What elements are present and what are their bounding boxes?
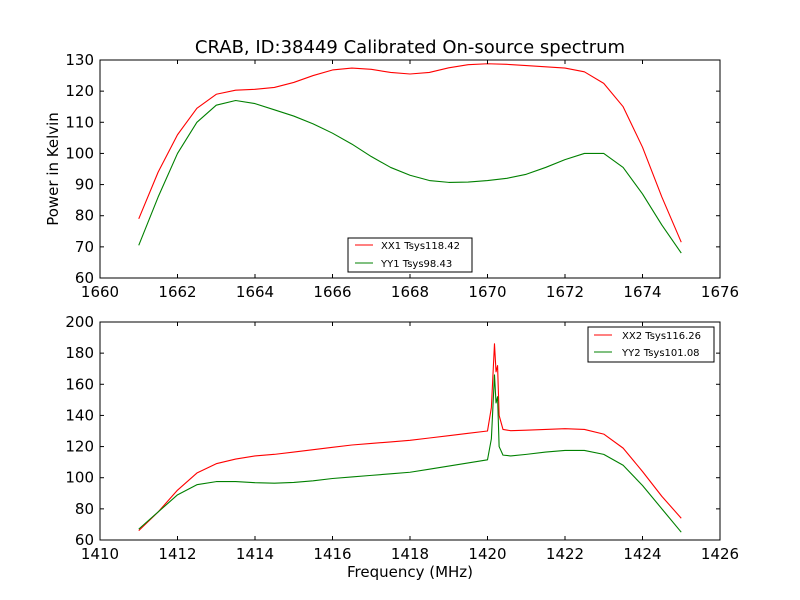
y-tick-label: 180 xyxy=(65,344,94,362)
y-tick-label: 120 xyxy=(65,82,94,100)
series-line-yy2 xyxy=(138,374,682,533)
x-axis-label: Frequency (MHz) xyxy=(347,563,473,581)
x-tick-label: 1420 xyxy=(468,545,506,563)
x-tick-label: 1660 xyxy=(81,283,119,301)
y-tick-label: 60 xyxy=(75,269,94,287)
y-tick-label: 110 xyxy=(65,113,94,131)
y-tick-label: 80 xyxy=(75,500,94,518)
x-tick-label: 1422 xyxy=(546,545,584,563)
bottom-plot-lines xyxy=(138,343,682,533)
legend-entry-xx2: XX2 Tsys116.26 xyxy=(622,331,701,342)
y-tick-label: 80 xyxy=(75,207,94,225)
y-axis-label: Power in Kelvin xyxy=(44,112,62,226)
x-tick-label: 1418 xyxy=(391,545,429,563)
x-tick-label: 1664 xyxy=(236,283,274,301)
x-tick-label: 1672 xyxy=(546,283,584,301)
x-tick-label: 1426 xyxy=(701,545,739,563)
x-tick-label: 1414 xyxy=(236,545,274,563)
y-tick-label: 60 xyxy=(75,531,94,549)
y-tick-label: 200 xyxy=(65,313,94,331)
x-tick-label: 1668 xyxy=(391,283,429,301)
top-plot-legend: XX1 Tsys118.42 YY1 Tsys98.43 xyxy=(347,237,473,273)
series-line-yy1 xyxy=(138,99,682,254)
y-tick-label: 120 xyxy=(65,438,94,456)
x-tick-label: 1412 xyxy=(158,545,196,563)
y-tick-label: 140 xyxy=(65,406,94,424)
top-subplot: 1660 1662 1664 1666 1668 1670 1672 1674 1676 60 70… xyxy=(44,51,739,301)
legend-entry-yy1: YY1 Tsys98.43 xyxy=(380,259,452,270)
legend-entry-xx1: XX1 Tsys118.42 xyxy=(381,241,460,252)
y-tick-label: 160 xyxy=(65,375,94,393)
y-tick-label: 90 xyxy=(75,176,94,194)
bottom-plot-ticks: 1410 1412 1414 1416 1418 1420 1422 1424 1426 60 80… xyxy=(65,313,739,563)
x-tick-label: 1666 xyxy=(313,283,351,301)
legend-entry-yy2: YY2 Tsys101.08 xyxy=(621,348,700,359)
x-tick-label: 1674 xyxy=(623,283,661,301)
y-tick-label: 70 xyxy=(75,238,94,256)
top-plot-lines xyxy=(138,63,682,254)
x-tick-label: 1410 xyxy=(81,545,119,563)
bottom-subplot: 1410 1412 1414 1416 1418 1420 1422 1424 1426 60 80… xyxy=(65,313,739,581)
x-tick-label: 1416 xyxy=(313,545,351,563)
legend-box xyxy=(347,237,473,273)
y-tick-label: 130 xyxy=(65,51,94,69)
top-plot-ticks: 1660 1662 1664 1666 1668 1670 1672 1674 1676 60 70… xyxy=(65,51,739,301)
x-tick-label: 1424 xyxy=(623,545,661,563)
x-tick-label: 1662 xyxy=(158,283,196,301)
y-tick-label: 100 xyxy=(65,469,94,487)
chart-title: CRAB, ID:38449 Calibrated On-source spec… xyxy=(195,37,625,58)
legend-box xyxy=(587,326,715,363)
bottom-plot-legend: XX2 Tsys116.26 YY2 Tsys101.08 xyxy=(587,326,715,363)
series-line-xx2 xyxy=(138,343,682,532)
x-tick-label: 1670 xyxy=(468,283,506,301)
y-tick-label: 100 xyxy=(65,144,94,162)
x-tick-label: 1676 xyxy=(701,283,739,301)
series-line-xx1 xyxy=(138,63,682,243)
